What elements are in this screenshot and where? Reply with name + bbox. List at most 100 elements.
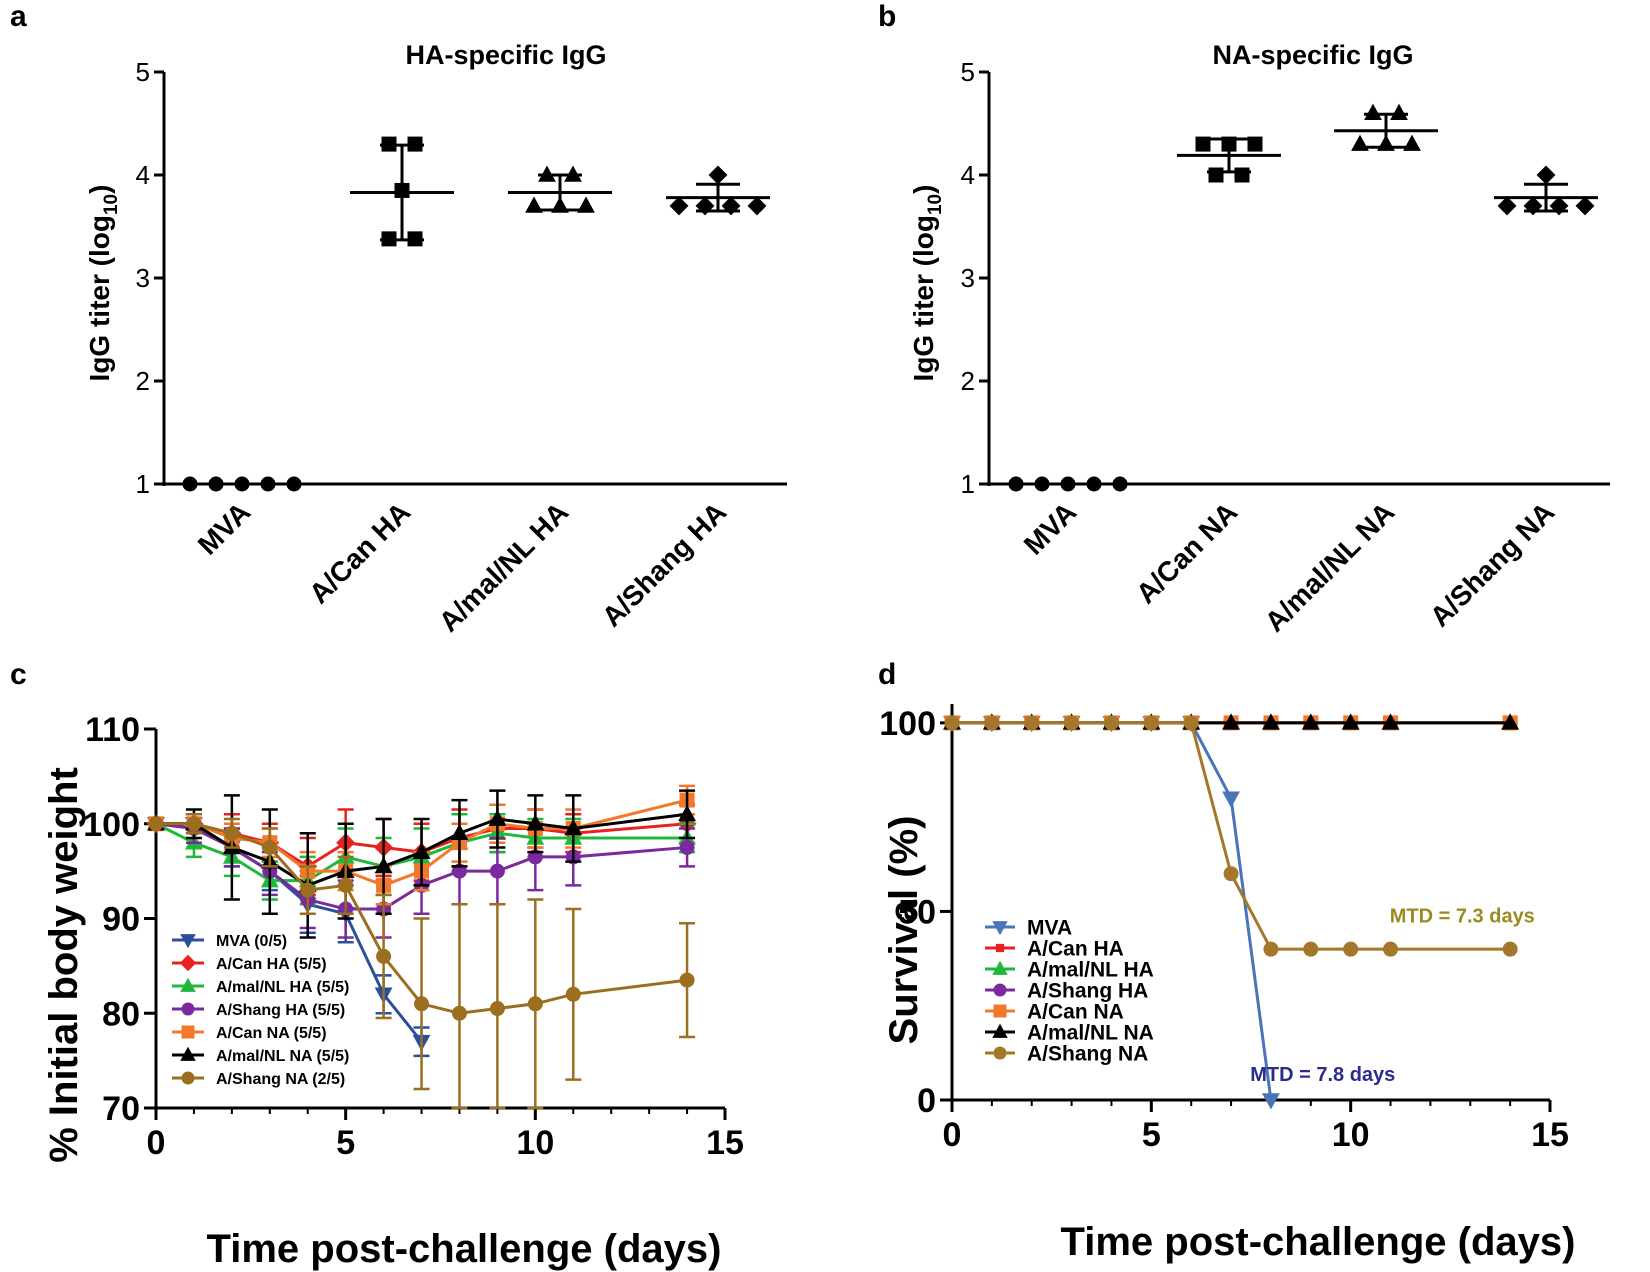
legend-label: A/Shang HA (1027, 980, 1148, 1003)
data-point (678, 804, 696, 822)
y-tick-label: 50 (898, 893, 936, 931)
data-point (565, 986, 581, 1002)
annotation: MTD = 7.8 days (1250, 1064, 1395, 1086)
legend-marker (993, 1004, 1007, 1018)
legend-marker (181, 1071, 195, 1085)
data-point (488, 809, 507, 826)
legend-label: A/Can NA (1027, 1001, 1124, 1024)
chart-panel-d: Survival (%) Time post-challenge (days) … (879, 704, 1575, 1264)
data-point (1536, 165, 1556, 185)
data-point (1351, 134, 1369, 151)
data-point (1064, 715, 1080, 731)
y-tick-label: 110 (85, 711, 140, 749)
data-point (525, 196, 543, 213)
panel-label-b: b (878, 0, 896, 33)
data-point (407, 231, 423, 247)
y-tick-label: 2 (136, 366, 150, 396)
panel-label-d: d (878, 658, 896, 691)
y-tick-label: 1 (136, 469, 150, 499)
legend-marker (180, 934, 196, 949)
data-point (1502, 941, 1518, 957)
legend-marker (180, 1046, 196, 1061)
x-tick-label: 15 (706, 1124, 744, 1162)
legend-label: A/Shang NA (2/5) (216, 1071, 345, 1088)
legend-label: A/Shang NA (1027, 1043, 1148, 1066)
data-point (1377, 134, 1395, 151)
data-point (1008, 476, 1024, 492)
data-point (1034, 476, 1050, 492)
legend-label: A/mal/NL NA (1027, 1022, 1154, 1045)
chart-b-ylabel: IgG titer (log10) (908, 185, 946, 382)
data-point (1060, 476, 1076, 492)
data-point (1247, 136, 1263, 152)
chart-b-ylabel-close: ) (908, 185, 939, 194)
chart-c-ylabel: % Initial body weight (42, 767, 86, 1163)
data-point (148, 816, 164, 832)
legend-marker (992, 1023, 1008, 1038)
data-point (747, 196, 767, 216)
y-tick-label: 90 (102, 901, 140, 939)
x-tick-label: A/Can NA (1130, 496, 1243, 609)
data-point (1103, 715, 1119, 731)
x-tick-label: MVA (192, 496, 256, 560)
data-point (944, 715, 960, 731)
data-point (260, 476, 276, 492)
chart-panel-a: HA-specific IgG IgG titer (log10) 1 2 3 4 5 M… (84, 40, 787, 638)
y-tick-label: 4 (961, 160, 975, 190)
data-point (679, 839, 695, 855)
legend-label: A/Can HA (1027, 938, 1124, 961)
y-tick-label: 80 (102, 995, 140, 1033)
y-tick-label: 100 (83, 806, 140, 844)
data-point (489, 1001, 505, 1017)
x-tick-label: 10 (516, 1124, 554, 1162)
data-point (374, 856, 393, 874)
data-point (1183, 715, 1199, 731)
legend-marker (181, 1025, 195, 1039)
data-point (564, 165, 582, 182)
legend-label: MVA (1027, 917, 1072, 940)
chart-a-ylabel-close: ) (84, 185, 115, 194)
x-tick-label: 5 (1142, 1116, 1161, 1154)
data-point (1381, 713, 1400, 730)
x-tick-label: 5 (336, 1124, 355, 1162)
data-point (1222, 713, 1240, 730)
panel-label-c: c (10, 658, 27, 691)
data-point (234, 476, 250, 492)
legend-marker (993, 1046, 1007, 1060)
data-point (564, 819, 583, 836)
chart-b-ylabel-sub: 10 (925, 194, 946, 215)
y-tick-label: 0 (917, 1082, 936, 1120)
data-point (451, 1005, 467, 1021)
chart-panel-c: % Initial body weight Time post-challeng… (42, 711, 744, 1271)
data-point (1303, 941, 1319, 957)
data-point (1234, 167, 1250, 183)
chart-d-xlabel: Time post-challenge (days) (1061, 1220, 1576, 1264)
data-point (300, 882, 316, 898)
data-point (1221, 136, 1237, 152)
data-point (1575, 196, 1595, 216)
data-point (1262, 713, 1280, 730)
legend-label: A/Shang HA (5/5) (216, 1002, 345, 1019)
y-tick-label: 2 (961, 366, 975, 396)
y-tick-label: 1 (961, 469, 975, 499)
legend-label: MVA (0/5) (216, 933, 287, 950)
y-tick-label: 70 (102, 1090, 140, 1128)
legend-marker (992, 921, 1008, 936)
data-point (381, 136, 397, 152)
data-point (489, 863, 505, 879)
data-point (538, 165, 556, 182)
data-point (208, 476, 224, 492)
x-tick-label: 10 (1332, 1116, 1370, 1154)
x-tick-label: A/Can HA (303, 496, 416, 609)
chart-b-title: NA-specific IgG (1212, 40, 1413, 70)
data-point (1343, 941, 1359, 957)
data-point (1195, 136, 1211, 152)
data-point (1263, 941, 1279, 957)
data-point (708, 165, 728, 185)
chart-a-ylabel-sub: 10 (101, 194, 122, 215)
legend-marker (995, 943, 1005, 953)
chart-c-xlabel: Time post-challenge (days) (207, 1227, 722, 1271)
x-tick-label: A/Shang HA (596, 496, 732, 632)
data-point (527, 996, 543, 1012)
